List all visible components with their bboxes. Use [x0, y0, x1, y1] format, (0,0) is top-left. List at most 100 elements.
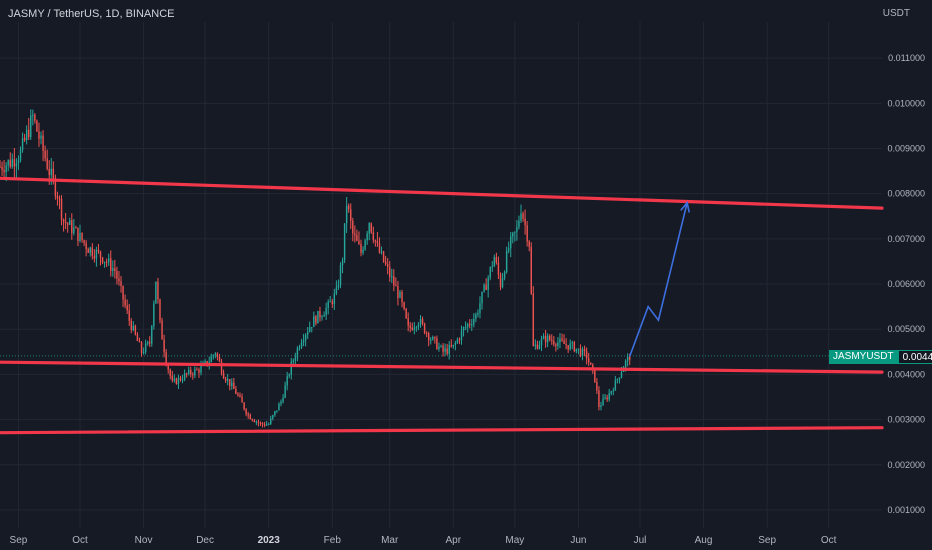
candle-body: [144, 343, 147, 353]
candle-body: [50, 168, 52, 176]
candle-body: [368, 223, 370, 234]
candle-body: [413, 327, 416, 330]
candle-body: [280, 401, 282, 404]
candle-body: [136, 334, 139, 341]
candle-body: [112, 268, 114, 271]
candle-body: [411, 327, 414, 330]
candle-body: [306, 331, 309, 335]
candle-body: [452, 344, 455, 347]
candle-body: [30, 115, 32, 137]
candle-body: [481, 291, 483, 304]
price-tag-symbol: JASMYUSDT: [829, 350, 898, 364]
candle-body: [34, 114, 36, 121]
candle-body: [581, 348, 584, 356]
candle-body: [81, 232, 83, 241]
candle-body: [532, 293, 535, 346]
candle-body: [194, 369, 196, 376]
candle-body: [210, 356, 212, 363]
candle-body: [48, 168, 50, 176]
candle-body: [483, 284, 485, 292]
candle-body: [315, 316, 317, 324]
candle-body: [290, 361, 292, 375]
candle-body: [536, 344, 539, 349]
candle-body: [594, 369, 596, 383]
candle-body: [343, 223, 346, 261]
candle-body: [216, 353, 219, 357]
candle-body: [528, 241, 530, 247]
candle-body: [553, 340, 555, 345]
candle-body: [179, 377, 182, 381]
candle-body: [71, 220, 73, 234]
candle-body: [263, 424, 266, 426]
candle-body: [5, 165, 7, 173]
candle-body: [267, 424, 270, 426]
x-tick-label: Oct: [72, 535, 88, 546]
candle-body: [274, 411, 276, 416]
candle-body: [7, 160, 9, 166]
candle-body: [66, 223, 69, 225]
candle-body: [448, 345, 450, 354]
candle-body: [579, 348, 582, 356]
candle-body: [542, 336, 545, 339]
candle-body: [214, 353, 217, 356]
projection-path: [628, 202, 688, 357]
candle-body: [226, 379, 229, 381]
candle-body: [54, 178, 57, 196]
candle-body: [493, 257, 496, 267]
candle-body: [103, 261, 106, 263]
candle-body: [512, 232, 514, 237]
candle-body: [380, 251, 383, 253]
candle-body: [124, 299, 126, 306]
candle-body: [175, 378, 178, 385]
candle-body: [38, 131, 40, 139]
y-tick-label: 0.008000: [887, 189, 925, 199]
candle-body: [161, 320, 163, 340]
candle-body: [173, 378, 176, 381]
candle-body: [257, 421, 260, 423]
candle-body: [489, 267, 491, 278]
candle-body: [64, 221, 67, 224]
candle-body: [110, 258, 112, 271]
candle-body: [120, 281, 122, 286]
candle-body: [458, 339, 461, 341]
candle-body: [192, 374, 194, 376]
candle-body: [546, 335, 549, 343]
candle-body: [604, 397, 606, 399]
candle-body: [430, 339, 432, 341]
candle-body: [399, 291, 401, 298]
candle-body: [526, 225, 528, 242]
candle-body: [503, 272, 506, 279]
candle-body: [319, 310, 321, 318]
candle-body: [146, 341, 149, 344]
candle-body: [142, 352, 145, 354]
candle-body: [571, 342, 573, 344]
candle-body: [140, 342, 143, 353]
candle-body: [159, 299, 161, 321]
x-tick-label: Nov: [135, 535, 153, 546]
candle-body: [354, 233, 356, 236]
candle-body: [75, 227, 77, 229]
candle-body: [606, 397, 608, 400]
candle-body: [341, 260, 344, 266]
candle-body: [397, 286, 399, 298]
candle-body: [52, 168, 55, 179]
x-tick-label: Feb: [324, 535, 342, 546]
candle-body: [95, 249, 98, 259]
candle-body: [598, 390, 600, 408]
candle-body: [233, 382, 235, 389]
candle-body: [331, 301, 334, 305]
candle-body: [253, 420, 256, 422]
candle-body: [138, 340, 141, 343]
y-tick-label: 0.011000: [888, 53, 925, 63]
candle-body: [561, 338, 563, 341]
candle-body: [185, 373, 188, 375]
candle-body: [292, 360, 295, 362]
x-tick-label: Jun: [570, 535, 586, 546]
candle-body: [596, 382, 598, 391]
candle-body: [97, 249, 100, 252]
candle-body: [432, 336, 434, 340]
candle-body: [462, 327, 465, 331]
candle-body: [309, 327, 311, 332]
candle-body: [155, 281, 157, 304]
